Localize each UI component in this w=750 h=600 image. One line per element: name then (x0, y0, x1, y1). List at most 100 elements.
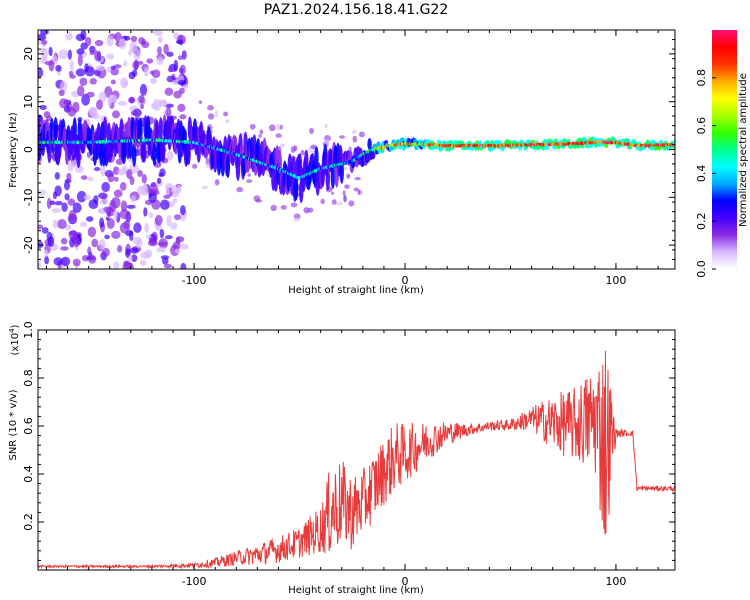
heatmap-cell (57, 218, 67, 230)
heatmap-cell (87, 246, 92, 256)
heatmap-cell (180, 204, 186, 216)
heatmap-cell (150, 77, 158, 85)
heatmap-cell (47, 236, 55, 247)
spectrogram-y-tick-label: 10 (22, 95, 35, 109)
heatmap-cell (80, 221, 88, 228)
heatmap-cell (309, 127, 315, 135)
heatmap-cell (67, 49, 73, 60)
heatmap-cell (293, 217, 300, 222)
heatmap-cell (145, 234, 152, 239)
spectrogram-y-tick-label: -20 (22, 236, 35, 254)
heatmap-cell (77, 54, 83, 67)
snr-y-tick-label: 0.6 (22, 417, 35, 435)
heatmap-cell (222, 111, 229, 117)
heatmap-cell (49, 200, 56, 206)
heatmap-cell (95, 65, 106, 72)
heatmap-cell (102, 247, 110, 257)
heatmap-cell (60, 256, 71, 267)
heatmap-cell (157, 46, 162, 55)
heatmap-cell (63, 180, 71, 191)
heatmap-cell (150, 103, 158, 109)
heatmap-cell (107, 96, 112, 107)
heatmap-cell (293, 176, 299, 201)
heatmap-cell (39, 104, 47, 111)
heatmap-cell (353, 187, 360, 192)
heatmap-cell (60, 237, 68, 245)
heatmap-cell (113, 209, 118, 221)
heatmap-cell (146, 58, 154, 64)
colorbar-label: Normalized spectral amplitude (738, 73, 749, 227)
heatmap-cell (52, 219, 59, 229)
heatmap-cell (148, 192, 157, 203)
heatmap-cell (119, 208, 130, 220)
heatmap-cell (173, 59, 179, 72)
spectrogram-heatmap (38, 30, 675, 269)
heatmap-cell (38, 224, 44, 230)
heatmap-cell (158, 238, 169, 249)
heatmap-cell (41, 227, 49, 234)
heatmap-cell (144, 249, 153, 259)
heatmap-cell (118, 38, 127, 50)
heatmap-cell (130, 35, 138, 43)
heatmap-cell (338, 135, 346, 139)
heatmap-cell (258, 134, 262, 138)
heatmap-cell (72, 202, 82, 214)
heatmap-cell (44, 61, 54, 66)
heatmap-cell (41, 39, 48, 45)
spectrogram-y-axis-label: Frequency (Hz) (8, 112, 19, 188)
heatmap-cell (66, 172, 72, 181)
heatmap-cell (172, 198, 178, 203)
heatmap-cell (119, 182, 127, 191)
heatmap-cell (179, 114, 187, 120)
heatmap-cell (105, 216, 110, 221)
spectrogram-x-tick-label: -100 (182, 274, 207, 287)
heatmap-cell (53, 116, 58, 141)
heatmap-cell (342, 190, 346, 197)
heatmap-cell (54, 172, 60, 180)
heatmap-cell (354, 177, 361, 181)
heatmap-cell (139, 259, 147, 266)
heatmap-cell (173, 90, 182, 99)
heatmap-cell (293, 213, 301, 219)
heatmap-cell (152, 141, 157, 166)
heatmap-cell (133, 48, 141, 61)
heatmap-cell (126, 204, 136, 209)
heatmap-cell (139, 83, 148, 96)
heatmap-cell (130, 195, 136, 203)
heatmap-cell (249, 123, 256, 130)
colorbar-tick-label: 0.4 (695, 165, 708, 183)
snr-series-line (38, 350, 675, 570)
heatmap-cell (106, 53, 115, 60)
heatmap-cell (38, 240, 44, 249)
heatmap-cell (246, 179, 253, 183)
heatmap-cell (330, 164, 336, 189)
heatmap-cell (276, 123, 281, 131)
heatmap-cell (177, 103, 186, 112)
heatmap-cell (128, 262, 134, 269)
heatmap-cell (58, 89, 65, 97)
heatmap-cell (119, 222, 130, 234)
heatmap-cell (290, 202, 298, 208)
heatmap-cell (84, 63, 89, 73)
heatmap-cell (44, 249, 49, 257)
heatmap-cell (106, 218, 115, 229)
heatmap-cell (93, 166, 101, 172)
heatmap-cell (67, 198, 76, 206)
heatmap-cell (111, 230, 121, 239)
heatmap-cell (182, 83, 188, 90)
snr-x-tick-label: 0 (402, 575, 409, 588)
heatmap-cell (58, 49, 69, 60)
heatmap-cell (54, 201, 63, 206)
snr-x-tick-label: 100 (605, 575, 626, 588)
heatmap-cell (144, 222, 149, 234)
heatmap-cell (73, 236, 80, 248)
heatmap-cell (123, 60, 128, 67)
heatmap-cell (324, 138, 330, 146)
heatmap-cell (106, 35, 114, 47)
heatmap-cell (165, 186, 170, 198)
heatmap-cell (154, 214, 163, 226)
heatmap-cell (331, 191, 335, 195)
heatmap-cell (177, 55, 184, 61)
